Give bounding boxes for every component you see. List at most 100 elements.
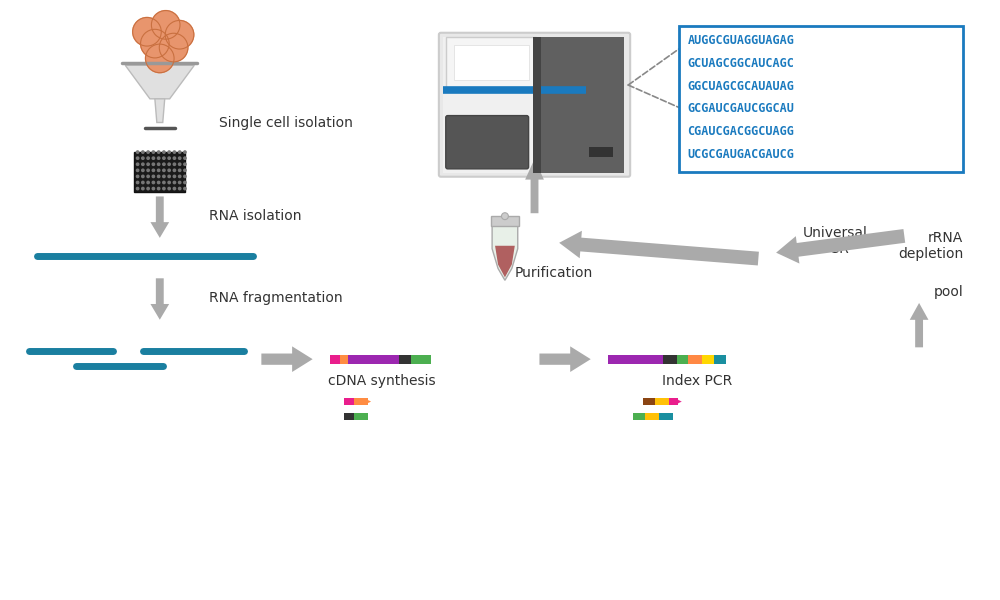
- Circle shape: [165, 20, 194, 49]
- Text: GCUAGCGGCAUCAGC: GCUAGCGGCAUCAGC: [687, 56, 794, 70]
- Text: Purification: Purification: [515, 266, 593, 280]
- Bar: [443, 37, 536, 173]
- Bar: [344, 413, 354, 420]
- Bar: [348, 355, 399, 364]
- Circle shape: [163, 181, 165, 184]
- Circle shape: [157, 169, 160, 172]
- Text: AUGGCGUAGGUAGAG: AUGGCGUAGGUAGAG: [687, 34, 794, 47]
- Circle shape: [136, 151, 139, 153]
- Circle shape: [141, 29, 169, 58]
- Bar: [659, 413, 673, 420]
- Circle shape: [163, 163, 165, 166]
- Circle shape: [501, 213, 508, 220]
- Circle shape: [145, 44, 174, 73]
- Polygon shape: [155, 99, 165, 122]
- Circle shape: [178, 187, 181, 190]
- Polygon shape: [910, 303, 928, 347]
- Circle shape: [157, 163, 160, 166]
- Text: rRNA
depletion: rRNA depletion: [898, 230, 963, 261]
- FancyBboxPatch shape: [439, 33, 630, 177]
- Circle shape: [178, 163, 181, 166]
- Circle shape: [163, 175, 165, 178]
- Circle shape: [142, 151, 144, 153]
- FancyBboxPatch shape: [446, 116, 529, 169]
- Bar: [533, 37, 541, 173]
- Text: cDNA synthesis: cDNA synthesis: [328, 374, 435, 388]
- Circle shape: [178, 151, 181, 153]
- Circle shape: [133, 17, 161, 46]
- Circle shape: [152, 151, 155, 153]
- Text: Universal
PCR: Universal PCR: [803, 226, 868, 256]
- Polygon shape: [150, 196, 169, 238]
- Circle shape: [142, 157, 144, 160]
- Circle shape: [136, 181, 139, 184]
- Circle shape: [178, 175, 181, 178]
- Circle shape: [184, 169, 186, 172]
- Circle shape: [163, 157, 165, 160]
- Circle shape: [136, 175, 139, 178]
- Circle shape: [163, 187, 165, 190]
- Circle shape: [152, 175, 155, 178]
- Bar: [330, 355, 340, 364]
- Text: pool: pool: [934, 285, 963, 299]
- Bar: [633, 413, 645, 420]
- Bar: [688, 355, 702, 364]
- Circle shape: [184, 163, 186, 166]
- Bar: [663, 355, 677, 364]
- Bar: [354, 413, 366, 420]
- Circle shape: [173, 151, 176, 153]
- Bar: [340, 355, 348, 364]
- Circle shape: [157, 157, 160, 160]
- Circle shape: [136, 163, 139, 166]
- Bar: [643, 398, 655, 406]
- Circle shape: [152, 157, 155, 160]
- Circle shape: [147, 175, 149, 178]
- Circle shape: [152, 181, 155, 184]
- Circle shape: [142, 187, 144, 190]
- Polygon shape: [261, 346, 313, 372]
- Circle shape: [184, 151, 186, 153]
- Text: CGAUCGACGGCUAGG: CGAUCGACGGCUAGG: [687, 125, 794, 138]
- Circle shape: [173, 169, 176, 172]
- Bar: [589, 147, 613, 157]
- Polygon shape: [492, 223, 518, 280]
- Circle shape: [152, 169, 155, 172]
- FancyBboxPatch shape: [446, 37, 536, 88]
- Bar: [344, 398, 354, 406]
- FancyBboxPatch shape: [134, 152, 185, 191]
- Text: RNA isolation: RNA isolation: [209, 209, 302, 223]
- Polygon shape: [495, 246, 515, 277]
- Circle shape: [147, 151, 149, 153]
- Circle shape: [147, 187, 149, 190]
- Circle shape: [147, 181, 149, 184]
- Text: Single cell isolation: Single cell isolation: [219, 115, 353, 130]
- Bar: [541, 37, 624, 173]
- Circle shape: [178, 169, 181, 172]
- Circle shape: [159, 33, 188, 62]
- Circle shape: [157, 151, 160, 153]
- Circle shape: [173, 175, 176, 178]
- Circle shape: [168, 175, 170, 178]
- Circle shape: [184, 157, 186, 160]
- Circle shape: [157, 181, 160, 184]
- Polygon shape: [125, 65, 194, 99]
- Circle shape: [163, 169, 165, 172]
- Circle shape: [168, 163, 170, 166]
- Circle shape: [152, 163, 155, 166]
- Circle shape: [184, 181, 186, 184]
- Text: GGCUAGCGCAUAUAG: GGCUAGCGCAUAUAG: [687, 80, 794, 92]
- Circle shape: [178, 157, 181, 160]
- Circle shape: [168, 157, 170, 160]
- Circle shape: [142, 181, 144, 184]
- Circle shape: [173, 187, 176, 190]
- Polygon shape: [525, 159, 544, 213]
- Circle shape: [142, 163, 144, 166]
- Circle shape: [173, 181, 176, 184]
- Circle shape: [136, 187, 139, 190]
- Circle shape: [157, 175, 160, 178]
- Circle shape: [157, 187, 160, 190]
- Text: RNA fragmentation: RNA fragmentation: [209, 291, 343, 305]
- Bar: [491, 216, 519, 226]
- Circle shape: [163, 151, 165, 153]
- Circle shape: [151, 11, 180, 39]
